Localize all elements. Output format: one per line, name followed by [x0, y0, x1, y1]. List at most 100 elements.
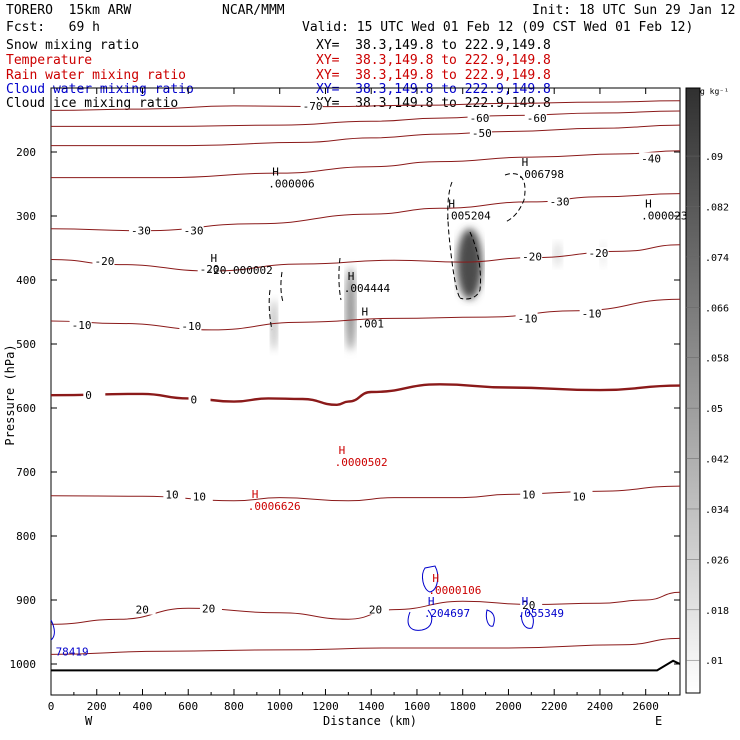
isotherm-label-bg: [129, 224, 152, 236]
maximum-value: -20.000002: [207, 264, 273, 277]
field-xy-temperature: XY= 38.3,149.8 to 222.9,149.8: [316, 53, 551, 68]
isotherm--70: [50, 100, 681, 111]
maximum-value: .0000502: [335, 456, 388, 469]
x-tick-label: 200: [87, 700, 107, 713]
isotherm--60: [51, 110, 681, 127]
isotherm-label--60: -60: [527, 112, 547, 125]
west-label: W: [85, 714, 93, 728]
isotherm-label-20: 20: [136, 604, 149, 617]
colorbar-level: .074: [705, 253, 729, 264]
field-xy-snow: XY= 38.3,149.8 to 222.9,149.8: [316, 38, 551, 53]
isotherm--50: [50, 124, 681, 147]
isotherm-label-bg: [520, 599, 543, 611]
colorbar-level: .05: [705, 404, 723, 415]
mixing-ratio-contours: [50, 173, 534, 641]
maximum-marker: H: [645, 198, 652, 211]
x-tick-label: 2400: [587, 700, 614, 713]
x-tick-label: 2200: [541, 700, 568, 713]
y-axis-label: Pressure (hPa): [3, 344, 17, 445]
y-tick-label: 500: [16, 338, 36, 351]
isotherm-label-bg: [83, 389, 106, 401]
isotherm-label--10: -10: [582, 307, 602, 320]
colorbar-level: .066: [705, 303, 729, 314]
isotherm-label--30: -30: [131, 225, 151, 238]
x-tick-label: 2600: [632, 700, 659, 713]
isotherm-label--30: -30: [184, 225, 204, 238]
isotherm-label-bg: [515, 312, 538, 324]
isotherm-label-bg: [547, 195, 570, 207]
isotherm-label-bg: [190, 490, 213, 502]
east-label: E: [655, 714, 662, 728]
isotherm-label-bg: [179, 320, 202, 332]
plot-frame: [50, 87, 681, 696]
isotherm-label-bg: [579, 307, 602, 319]
maximum-marker: H: [348, 270, 355, 283]
terrain-line: [51, 659, 681, 672]
field-xy-cloud-water: XY= 38.3,149.8 to 222.9,149.8: [316, 82, 551, 97]
isotherm-label-bg: [586, 247, 609, 259]
colorbar-ramp: [685, 87, 701, 694]
isotherm-label-bg: [366, 603, 389, 615]
isotherm-label--10: -10: [181, 320, 201, 333]
isotherm-label-bg: [469, 126, 492, 138]
isotherm--10: [50, 298, 681, 331]
field-name-temperature: Temperature: [6, 53, 93, 68]
maximum-marker: H: [339, 444, 346, 457]
isotherm-label--10: -10: [518, 312, 538, 325]
ice-shade-3: [553, 241, 563, 268]
y-tick-label: 200: [16, 146, 36, 159]
colorbar-level: .09: [705, 152, 723, 163]
isotherm-label-10: 10: [165, 488, 178, 501]
forecast-hour: Fcst: 69 h: [6, 20, 100, 35]
isotherm-label-bg: [570, 490, 593, 502]
isotherm-0: [50, 383, 681, 407]
isotherm-label-bg: [467, 112, 490, 124]
x-tick-label: 1200: [312, 700, 339, 713]
maximum-value: .005204: [444, 210, 491, 223]
isotherm-label-bg: [524, 112, 547, 124]
maximum-value: .001: [357, 318, 384, 331]
maximum-marker: H: [361, 306, 368, 319]
isotherm-label-bg: [520, 250, 543, 262]
contour-labels: -70 -60 -60 -50 -40 -30 -30 -30 -20 -20 -20 -20 -10 -…: [69, 99, 662, 617]
terrain-surface: [51, 659, 681, 672]
colorbar-level: .058: [705, 354, 729, 365]
maximum-value: .0006626: [248, 500, 301, 513]
x-tick-label: 1000: [266, 700, 293, 713]
field-name-cloud-ice: Cloud ice mixing ratio: [6, 96, 179, 111]
isotherm-label-bg: [197, 263, 220, 275]
maximum-value: .0000106: [428, 584, 481, 597]
isotherm-label--30: -30: [550, 195, 570, 208]
isotherm-label-bg: [69, 318, 92, 330]
maximum-marker: H: [522, 156, 529, 169]
x-tick-label: 400: [133, 700, 153, 713]
isotherm-label-bg: [300, 99, 323, 111]
isotherm-label-bg: [520, 488, 543, 500]
maximum-marker: H: [252, 488, 259, 501]
maximum-marker: H: [272, 166, 279, 179]
maximum-value: .204697: [424, 607, 470, 620]
colorbar-level: .026: [705, 555, 729, 566]
isotherm-label-0: 0: [85, 389, 92, 402]
colorbar-level: .082: [705, 202, 729, 213]
y-tick-label: 300: [16, 210, 36, 223]
ice-shade-2: [270, 299, 278, 351]
isotherm-label--50: -50: [472, 127, 492, 140]
valid-time: Valid: 15 UTC Wed 01 Feb 12 (09 CST Wed …: [302, 20, 694, 35]
isotherm-label--20: -20: [200, 263, 220, 276]
maximum-marker: H: [448, 198, 455, 211]
y-tick-label: 700: [16, 466, 36, 479]
field-xy-rain: XY= 38.3,149.8 to 222.9,149.8: [316, 68, 551, 83]
colorbar-level: .042: [705, 455, 729, 466]
maximum-value: .000023: [641, 210, 687, 223]
isotherm-label-bg: [163, 488, 186, 500]
isotherm-label--60: -60: [470, 112, 490, 125]
axes: 0 200 400 600 800 1000 1200 1400 1600 1800 2000 220…: [3, 88, 680, 728]
isotherm-label-10: 10: [193, 490, 206, 503]
x-tick-label: 800: [224, 700, 244, 713]
cloud-ice-shading: [270, 228, 607, 351]
isotherm-label--40: -40: [641, 152, 661, 165]
maximum-value: .055349: [518, 607, 564, 620]
maximum-value: .004444: [344, 282, 391, 295]
